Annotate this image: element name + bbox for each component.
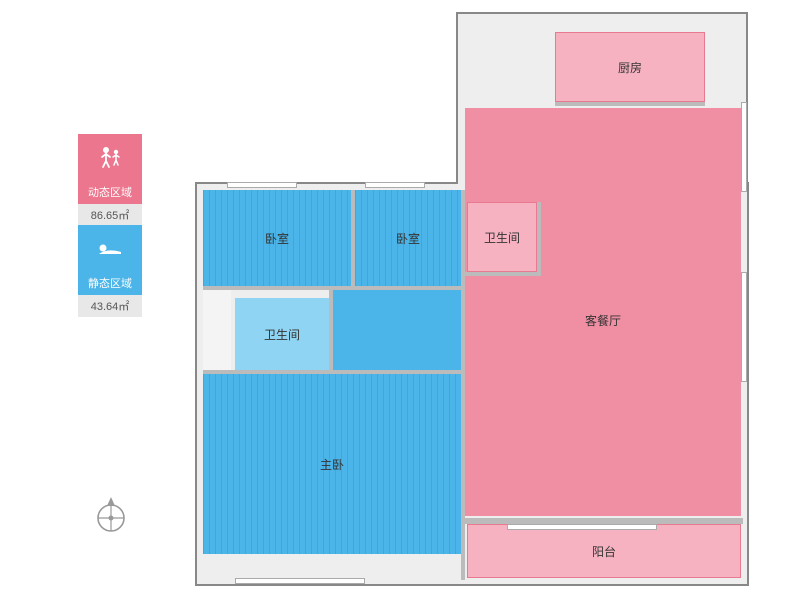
room-label-balcony: 阳台 bbox=[592, 543, 616, 560]
wall-master-top bbox=[203, 370, 463, 374]
window-master bbox=[235, 578, 365, 584]
wall-center-vert bbox=[461, 290, 465, 580]
compass-icon bbox=[94, 494, 128, 534]
room-shaft bbox=[203, 290, 231, 370]
legend-dynamic-block: 动态区域 86.65㎡ bbox=[78, 134, 142, 226]
room-label-kitchen: 厨房 bbox=[618, 59, 642, 76]
room-label-master: 主卧 bbox=[320, 456, 344, 473]
wall-bed-divider bbox=[351, 190, 355, 286]
window-bed2 bbox=[365, 182, 425, 188]
legend-dynamic-label: 动态区域 bbox=[78, 180, 142, 204]
wall-bath2-right bbox=[537, 202, 541, 272]
room-label-bedroom1: 卧室 bbox=[265, 230, 289, 247]
legend-dynamic-icon bbox=[78, 134, 142, 180]
legend-static-label: 静态区域 bbox=[78, 271, 142, 295]
wall-bath2-bottom bbox=[465, 272, 541, 276]
room-balcony: 阳台 bbox=[467, 524, 741, 578]
room-label-bedroom2: 卧室 bbox=[396, 230, 420, 247]
legend-static-block: 静态区域 43.64㎡ bbox=[78, 225, 142, 317]
room-label-bath1: 卫生间 bbox=[264, 326, 300, 343]
people-icon bbox=[96, 145, 124, 169]
wall-bed-bottom bbox=[203, 286, 463, 290]
legend-dynamic: 动态区域 86.65㎡ bbox=[78, 134, 142, 226]
room-bath1: 卫生间 bbox=[235, 298, 329, 370]
legend-dynamic-value: 86.65㎡ bbox=[78, 204, 142, 226]
window-balcony bbox=[507, 524, 657, 530]
room-living: 客餐厅 bbox=[465, 108, 741, 516]
room-label-bath2: 卫生间 bbox=[484, 229, 520, 246]
room-master: 主卧 bbox=[203, 374, 461, 554]
wall-kitchen-bottom bbox=[555, 102, 705, 106]
window-living-r bbox=[741, 272, 747, 382]
room-bedroom1: 卧室 bbox=[203, 190, 351, 286]
room-bath2: 卫生间 bbox=[467, 202, 537, 272]
room-kitchen: 厨房 bbox=[555, 32, 705, 102]
wall-bath-right bbox=[329, 290, 333, 374]
room-label-living: 客餐厅 bbox=[465, 312, 741, 329]
floorplan: 厨房客餐厅卫生间阳台卧室卧室卫生间主卧 bbox=[195, 12, 749, 586]
sleep-icon bbox=[95, 238, 125, 258]
legend-static-value: 43.64㎡ bbox=[78, 295, 142, 317]
window-kitchen-r bbox=[741, 102, 747, 192]
legend-static-icon bbox=[78, 225, 142, 271]
window-bed1 bbox=[227, 182, 297, 188]
legend-static: 静态区域 43.64㎡ bbox=[78, 225, 142, 317]
room-bedroom2: 卧室 bbox=[355, 190, 461, 286]
room-hallway bbox=[333, 290, 461, 370]
